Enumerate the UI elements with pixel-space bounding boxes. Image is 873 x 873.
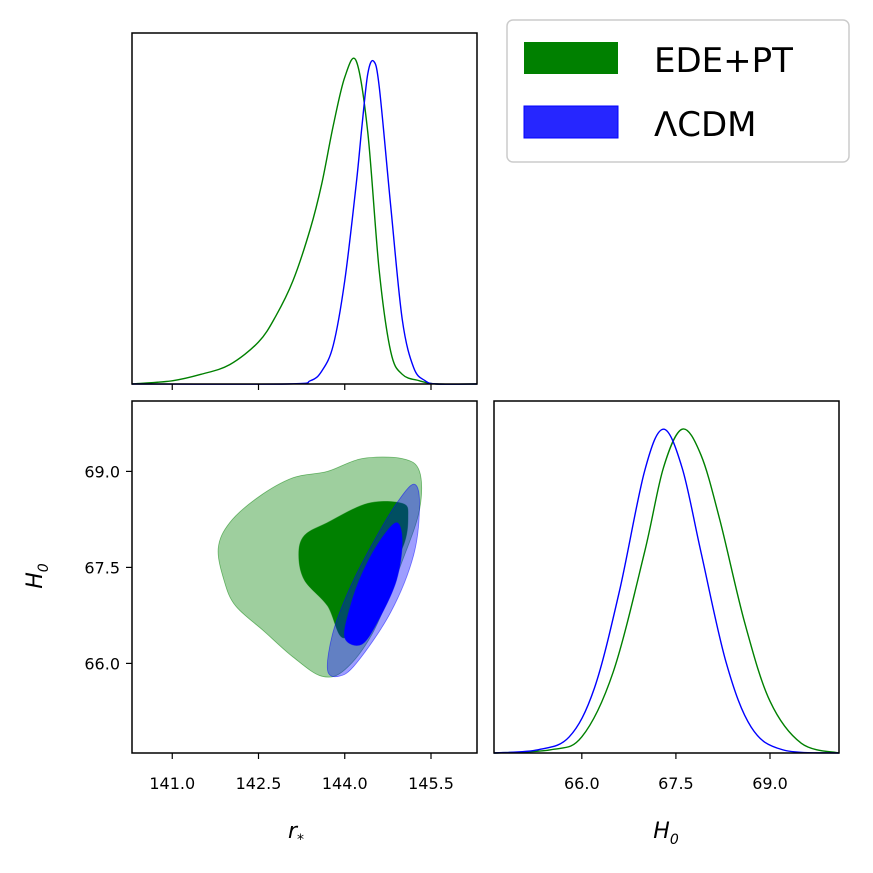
x-axis-label-H0: H0	[653, 819, 679, 848]
contour--cdm-68pct	[343, 522, 403, 646]
contour-panel-ytick-label: 69.0	[84, 462, 120, 481]
contour-panel-xtick-label: 141.0	[149, 774, 195, 793]
legend-label-ede-pt: EDE+PT	[654, 41, 793, 81]
r-star-marginal-frame	[131, 32, 478, 385]
contour-panel-xtick-label: 144.0	[322, 774, 368, 793]
panel-marginal-r-star	[131, 32, 478, 390]
legend-swatch-ede-pt	[524, 42, 618, 74]
H0-marginal-xtick-label: 69.0	[752, 774, 788, 793]
contour-panel-xtick-label: 145.5	[408, 774, 454, 793]
H0-marginal-xtick-label: 66.0	[564, 774, 600, 793]
x-axis-label-r-star: r*	[288, 819, 304, 848]
H0-marginal-curve-ede-pt	[493, 428, 840, 754]
panel-marginal-H0: 66.0 67.5 69.0	[493, 400, 840, 793]
contour-panel-frame	[131, 400, 478, 754]
legend: EDE+PT ΛCDM	[506, 19, 850, 163]
contour-panel-xtick-label: 142.5	[236, 774, 282, 793]
panel-contour-r-star-H0: 141.0 142.5 144.0 145.5 66.0 67.5 69.0	[84, 400, 478, 793]
r-star-marginal-curve-ede-pt	[131, 57, 478, 385]
legend-label-lcdm: ΛCDM	[654, 105, 757, 145]
r-star-marginal-curve--cdm	[131, 59, 478, 385]
H0-marginal-curve--cdm	[493, 428, 840, 754]
y-axis-label-H0: H0	[23, 563, 52, 589]
contour-panel-ytick-label: 66.0	[84, 654, 120, 673]
H0-marginal-frame	[493, 400, 840, 754]
H0-marginal-xtick-label: 67.5	[658, 774, 694, 793]
contour-panel-ytick-label: 67.5	[84, 558, 120, 577]
legend-swatch-lcdm	[523, 105, 619, 139]
